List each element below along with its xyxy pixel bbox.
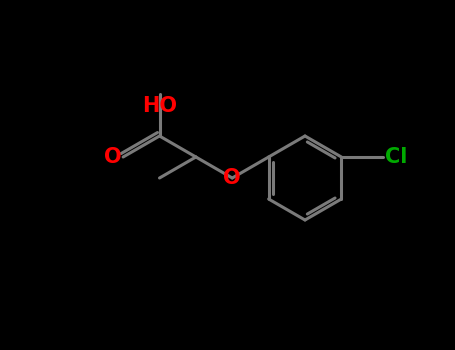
- Text: O: O: [223, 168, 241, 188]
- Text: HO: HO: [142, 96, 177, 116]
- Text: O: O: [103, 147, 121, 167]
- Text: Cl: Cl: [385, 147, 408, 167]
